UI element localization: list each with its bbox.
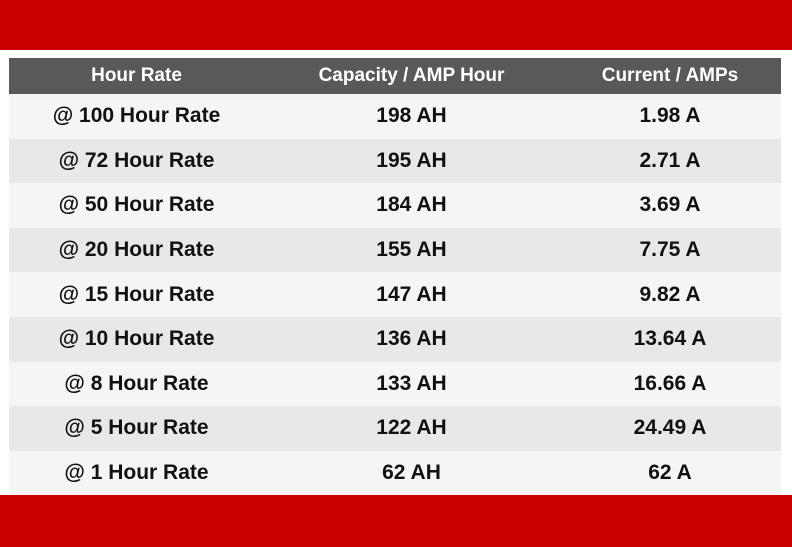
table-row: @ 10 Hour Rate 136 AH 13.64 A — [9, 316, 781, 362]
table-row: @ 72 Hour Rate 195 AH 2.71 A — [9, 138, 781, 184]
cell-current: 9.82 A — [639, 282, 701, 306]
header-hour-rate: Hour Rate — [91, 65, 182, 86]
cell-hour-rate: @ 20 Hour Rate — [58, 238, 215, 262]
cell-current: 2.71 A — [639, 148, 701, 172]
table-row: @ 20 Hour Rate 155 AH 7.75 A — [9, 227, 781, 273]
cell-capacity: 122 AH — [376, 416, 447, 440]
cell-capacity: 195 AH — [376, 148, 447, 172]
top-red-band — [0, 0, 792, 50]
cell-hour-rate: @ 15 Hour Rate — [58, 282, 215, 306]
table-row: @ 1 Hour Rate 62 AH 62 A — [9, 450, 781, 496]
cell-current: 62 A — [648, 461, 692, 485]
bottom-red-band — [0, 495, 792, 547]
cell-capacity: 198 AH — [376, 104, 447, 128]
cell-current: 3.69 A — [639, 193, 701, 217]
cell-hour-rate: @ 72 Hour Rate — [58, 148, 215, 172]
header-current: Current / AMPs — [601, 65, 739, 86]
cell-hour-rate: @ 10 Hour Rate — [58, 327, 215, 351]
table-row: @ 15 Hour Rate 147 AH 9.82 A — [9, 272, 781, 317]
cell-current: 13.64 A — [633, 327, 707, 351]
table-row: @ 5 Hour Rate 122 AH 24.49 A — [9, 406, 781, 451]
cell-capacity: 133 AH — [376, 371, 447, 395]
discharge-rate-table: Hour Rate Capacity / AMP Hour Current / … — [9, 58, 781, 496]
cell-hour-rate: @ 5 Hour Rate — [64, 416, 209, 440]
table-row: @ 50 Hour Rate 184 AH 3.69 A — [9, 183, 781, 228]
cell-current: 1.98 A — [639, 104, 701, 128]
cell-hour-rate: @ 100 Hour Rate — [52, 104, 221, 128]
table-row: @ 100 Hour Rate 198 AH 1.98 A — [9, 94, 781, 139]
cell-current: 24.49 A — [633, 416, 707, 440]
cell-capacity: 155 AH — [376, 238, 447, 262]
table-row: @ 8 Hour Rate 133 AH 16.66 A — [9, 361, 781, 407]
cell-capacity: 147 AH — [376, 282, 447, 306]
cell-current: 7.75 A — [639, 238, 701, 262]
header-capacity: Capacity / AMP Hour — [318, 65, 505, 86]
cell-hour-rate: @ 1 Hour Rate — [64, 461, 209, 485]
cell-capacity: 62 AH — [382, 461, 441, 485]
table-header-row: Hour Rate Capacity / AMP Hour Current / … — [9, 58, 781, 94]
cell-capacity: 184 AH — [376, 193, 447, 217]
cell-hour-rate: @ 50 Hour Rate — [58, 193, 215, 217]
cell-current: 16.66 A — [633, 371, 707, 395]
cell-capacity: 136 AH — [376, 327, 447, 351]
cell-hour-rate: @ 8 Hour Rate — [64, 371, 209, 395]
